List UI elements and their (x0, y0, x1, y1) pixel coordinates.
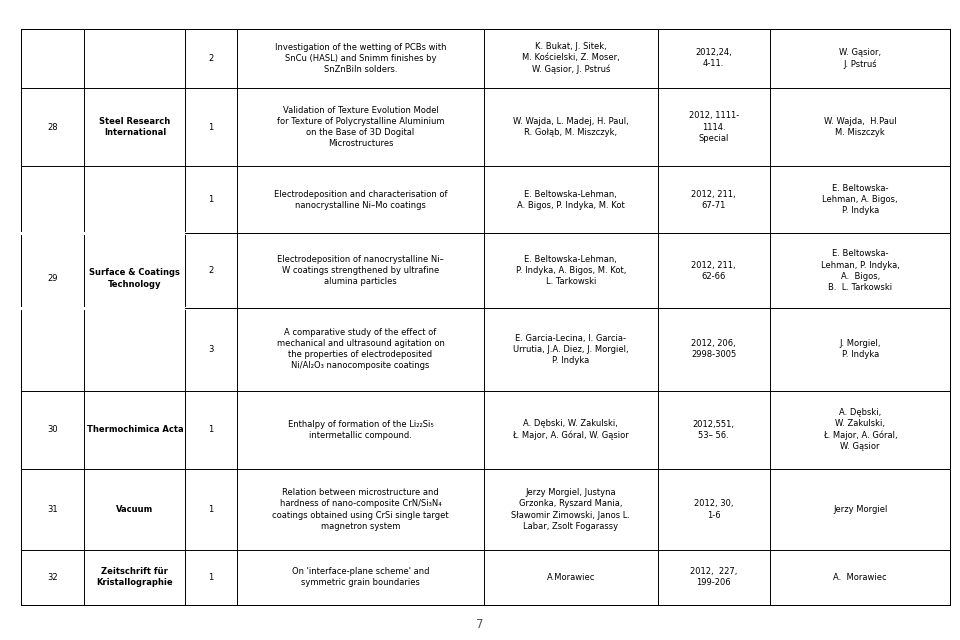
Text: 1: 1 (208, 426, 214, 435)
Text: Validation of Texture Evolution Model
for Texture of Polycrystalline Aluminium
o: Validation of Texture Evolution Model fo… (276, 106, 444, 148)
Text: 2012, 211,
67-71: 2012, 211, 67-71 (691, 190, 736, 210)
Text: 1: 1 (208, 573, 214, 582)
Text: W. Gąsior,
J. Pstruś: W. Gąsior, J. Pstruś (839, 48, 881, 68)
Text: E. Beltowska-Lehman,
A. Bigos, P. Indyka, M. Kot: E. Beltowska-Lehman, A. Bigos, P. Indyka… (516, 190, 625, 210)
Text: A comparative study of the effect of
mechanical and ultrasound agitation on
the : A comparative study of the effect of mec… (276, 328, 444, 371)
Text: Vacuum: Vacuum (116, 505, 154, 514)
Text: W. Wajda, L. Madej, H. Paul,
R. Gołąb, M. Miszczyk,: W. Wajda, L. Madej, H. Paul, R. Gołąb, M… (513, 117, 629, 137)
Text: E. Beltowska-Lehman,
P. Indyka, A. Bigos, M. Kot,
L. Tarkowski: E. Beltowska-Lehman, P. Indyka, A. Bigos… (516, 255, 626, 286)
Text: A.Morawiec: A.Morawiec (546, 573, 595, 582)
Text: E. Beltowska-
Lehman, P. Indyka,
A.  Bigos,
B.  L. Tarkowski: E. Beltowska- Lehman, P. Indyka, A. Bigo… (821, 250, 900, 292)
Text: Zeitschrift für
Kristallographie: Zeitschrift für Kristallographie (97, 567, 173, 588)
Text: 2: 2 (208, 54, 214, 63)
Text: On 'interface-plane scheme' and
symmetric grain boundaries: On 'interface-plane scheme' and symmetri… (292, 567, 429, 588)
Text: A. Dębski, W. Zakulski,
Ł. Major, A. Góral, W. Gąsior: A. Dębski, W. Zakulski, Ł. Major, A. Gór… (513, 419, 629, 440)
Text: Electrodeposition and characterisation of
nanocrystalline Ni–Mo coatings: Electrodeposition and characterisation o… (274, 190, 447, 210)
Text: 2012, 1111-
1114.
Special: 2012, 1111- 1114. Special (688, 111, 739, 143)
Text: A.  Morawiec: A. Morawiec (833, 573, 887, 582)
Text: 1: 1 (208, 505, 214, 514)
Text: 2012,24,
4-11.: 2012,24, 4-11. (695, 48, 732, 68)
Text: Jerzy Morgiel, Justyna
Grzonka, Ryszard Mania,
Sławomir Zimowski, Janos L.
Labar: Jerzy Morgiel, Justyna Grzonka, Ryszard … (512, 488, 630, 531)
Text: 2012,  227,
199-206: 2012, 227, 199-206 (690, 567, 737, 588)
Text: Surface & Coatings
Technology: Surface & Coatings Technology (89, 268, 180, 289)
Text: 28: 28 (47, 123, 59, 132)
Text: 2012, 211,
62-66: 2012, 211, 62-66 (691, 260, 736, 281)
Text: 30: 30 (47, 426, 59, 435)
Text: 2012,551,
53– 56.: 2012,551, 53– 56. (693, 420, 734, 440)
Text: 2: 2 (208, 266, 214, 275)
Text: E. Beltowska-
Lehman, A. Bigos,
P. Indyka: E. Beltowska- Lehman, A. Bigos, P. Indyk… (823, 184, 898, 216)
Text: 2012, 30,
1-6: 2012, 30, 1-6 (694, 499, 733, 520)
Text: 7: 7 (476, 618, 484, 630)
Text: 3: 3 (208, 345, 214, 354)
Text: Steel Research
International: Steel Research International (99, 117, 171, 137)
Text: K. Bukat, J. Sitek,
M. Kościelski, Z. Moser,
W. Gąsior, J. Pstruś: K. Bukat, J. Sitek, M. Kościelski, Z. Mo… (522, 42, 619, 74)
Text: Investigation of the wetting of PCBs with
SnCu (HASL) and Snimm finishes by
SnZn: Investigation of the wetting of PCBs wit… (275, 43, 446, 74)
Text: E. Garcia-Lecina, I. Garcia-
Urrutia, J.A. Diez, J. Morgiel,
P. Indyka: E. Garcia-Lecina, I. Garcia- Urrutia, J.… (513, 333, 629, 365)
Text: Relation between microstructure and
hardness of nano-composite CrN/Si₃N₄
coating: Relation between microstructure and hard… (273, 488, 448, 531)
Text: A. Dębski,
W. Zakulski,
Ł. Major, A. Góral,
W. Gąsior: A. Dębski, W. Zakulski, Ł. Major, A. Gór… (823, 408, 898, 451)
Text: Enthalpy of formation of the Li₂₂Si₅
intermetallic compound.: Enthalpy of formation of the Li₂₂Si₅ int… (288, 420, 433, 440)
Text: 32: 32 (47, 573, 59, 582)
Text: 2012, 206,
2998-3005: 2012, 206, 2998-3005 (691, 339, 736, 359)
Text: Jerzy Morgiel: Jerzy Morgiel (833, 505, 887, 514)
Text: Thermochimica Acta: Thermochimica Acta (86, 426, 183, 435)
Text: Electrodeposition of nanocrystalline Ni–
W coatings strengthened by ultrafine
al: Electrodeposition of nanocrystalline Ni–… (277, 255, 444, 286)
Text: 29: 29 (48, 274, 58, 283)
Text: 1: 1 (208, 195, 214, 204)
Text: 1: 1 (208, 123, 214, 132)
Text: J. Morgiel,
P. Indyka: J. Morgiel, P. Indyka (839, 339, 881, 359)
Text: 31: 31 (47, 505, 59, 514)
Bar (21, 29, 950, 605)
Text: W. Wajda,  H.Paul
M. Miszczyk: W. Wajda, H.Paul M. Miszczyk (824, 117, 897, 137)
